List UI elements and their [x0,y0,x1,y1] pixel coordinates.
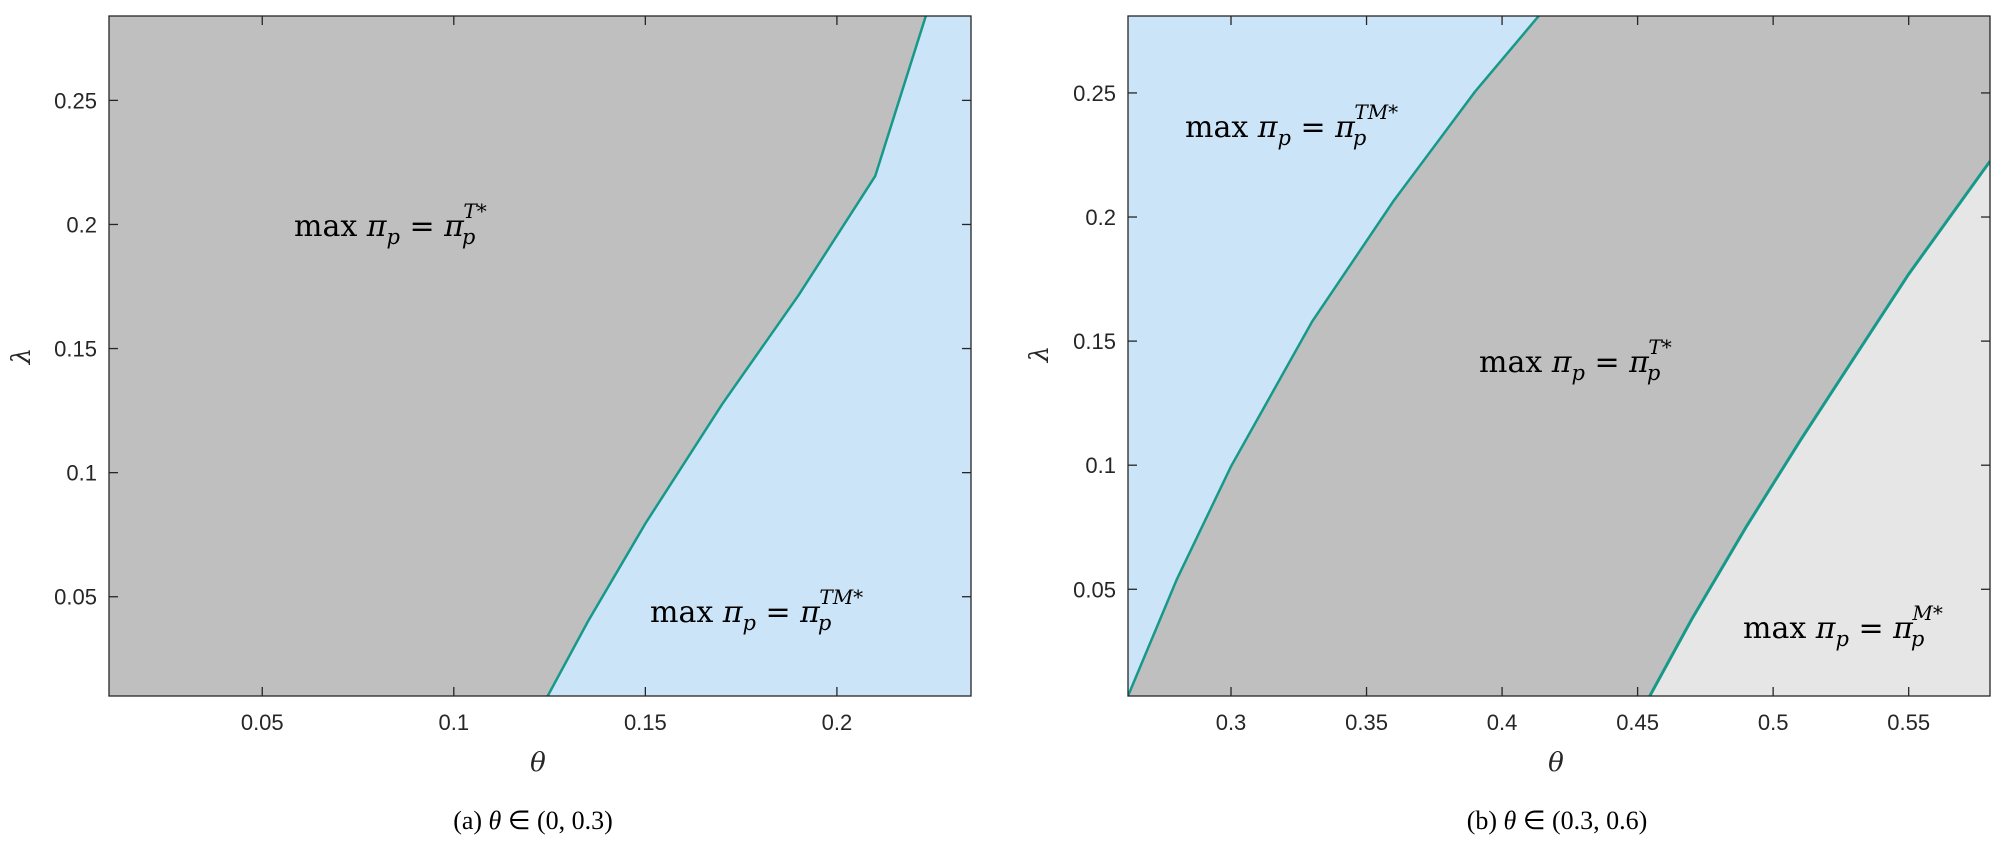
boundary-curve-left [1128,16,1540,696]
x-tick-label: 0.5 [1758,710,1789,735]
x-tick-label: 0.45 [1616,710,1659,735]
y-tick-label: 0.1 [66,461,97,486]
panel-a: 0.05 0.1 0.15 0.2 0.05 0.1 0.15 0.2 0.25 θ λ ma… [7,15,972,835]
plot-frame [108,15,972,697]
y-tick-label: 0.2 [1085,205,1116,230]
x-ticks: 0.3 0.35 0.4 0.45 0.5 0.55 [1216,16,1930,735]
y-tick-label: 0.2 [66,212,97,237]
x-tick-label: 0.55 [1887,710,1930,735]
y-tick-label: 0.1 [1085,453,1116,478]
y-tick-label: 0.05 [54,585,97,610]
region-tm-star [547,16,971,696]
x-ticks: 0.05 0.1 0.15 0.2 [241,16,852,735]
x-axis-label: θ [530,748,546,778]
region-label-tm-star: max πp = πpTM* [1185,100,1398,150]
caption-b: (b) θ ∈ (0.3, 0.6) [1467,806,1648,835]
y-tick-label: 0.15 [1073,329,1116,354]
plot-frame [1127,15,1991,697]
region-label-t-star: max πp = πpT* [1479,335,1672,385]
y-ticks: 0.05 0.1 0.15 0.2 0.25 [54,88,971,610]
region-tm-star [1128,16,1539,696]
y-axis-label: λ [7,348,37,365]
x-tick-label: 0.35 [1345,710,1388,735]
panel-b: 0.3 0.35 0.4 0.45 0.5 0.55 0.05 0.1 0.15 0.2 0.25… [1025,15,1991,835]
y-axis-label: λ [1025,346,1055,363]
boundary-curve [546,16,927,696]
region-label-m-star: max πp = πpM* [1743,601,1943,651]
region-t-star [109,16,926,696]
x-tick-label: 0.1 [439,710,470,735]
y-tick-label: 0.15 [54,337,97,362]
x-tick-label: 0.05 [241,710,284,735]
x-tick-label: 0.15 [624,710,667,735]
y-tick-label: 0.05 [1073,577,1116,602]
region-label-t-star: max πp = πpT* [294,199,487,249]
x-tick-label: 0.2 [822,710,853,735]
x-axis-label: θ [1548,748,1564,778]
boundary-curve-right [1648,160,1990,696]
caption-a: (a) θ ∈ (0, 0.3) [453,806,613,835]
region-m-star [1649,161,1990,696]
x-tick-label: 0.4 [1487,710,1518,735]
y-tick-label: 0.25 [54,88,97,113]
y-tick-label: 0.25 [1073,81,1116,106]
x-tick-label: 0.3 [1216,710,1247,735]
y-ticks: 0.05 0.1 0.15 0.2 0.25 [1073,81,1990,602]
region-label-tm-star: max πp = πpTM* [650,585,863,635]
